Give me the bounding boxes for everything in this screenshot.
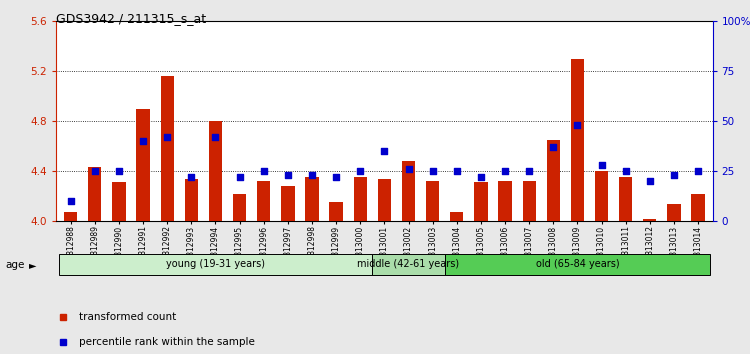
Point (64, 198, 76, 204)
Point (620, 169, 632, 174)
Point (548, 144, 560, 150)
Bar (378, 179, 391, 221)
Bar (372, 254, 445, 275)
Point (282, 172, 294, 178)
Bar (88, 167, 101, 221)
Bar (353, 177, 367, 221)
Point (306, 172, 318, 178)
Bar (184, 179, 198, 221)
Point (572, 122, 584, 128)
Bar (281, 186, 295, 221)
Bar (257, 181, 271, 221)
Bar (547, 140, 560, 221)
Text: transformed count: transformed count (80, 312, 176, 322)
Text: ►: ► (28, 260, 36, 270)
Point (451, 169, 463, 174)
Point (354, 169, 366, 174)
Point (475, 175, 487, 180)
Bar (160, 76, 174, 221)
Bar (445, 254, 710, 275)
Point (596, 162, 608, 168)
Point (330, 175, 342, 180)
Bar (209, 121, 222, 221)
Text: young (19-31 years): young (19-31 years) (166, 259, 265, 269)
Bar (136, 109, 150, 221)
Bar (571, 59, 584, 221)
Bar (402, 161, 416, 221)
Point (668, 172, 680, 178)
Bar (112, 183, 125, 221)
Point (427, 169, 439, 174)
Text: old (65-84 years): old (65-84 years) (536, 259, 620, 269)
Point (185, 175, 197, 180)
Text: middle (42-61 years): middle (42-61 years) (358, 259, 460, 269)
Bar (668, 204, 680, 221)
Point (137, 138, 149, 144)
Point (499, 169, 511, 174)
Point (113, 169, 125, 174)
Point (258, 169, 270, 174)
Bar (58, 254, 372, 275)
Bar (450, 212, 464, 221)
Bar (329, 202, 343, 221)
Point (692, 169, 704, 174)
Bar (523, 181, 536, 221)
Bar (426, 181, 439, 221)
Bar (692, 194, 705, 221)
Point (88, 169, 101, 174)
Point (644, 178, 656, 184)
Bar (474, 183, 488, 221)
Bar (644, 219, 656, 221)
Text: percentile rank within the sample: percentile rank within the sample (80, 337, 255, 347)
Point (378, 148, 390, 154)
Bar (619, 177, 632, 221)
Point (233, 175, 245, 180)
Bar (64, 212, 77, 221)
Text: age: age (5, 260, 25, 270)
Point (209, 135, 221, 140)
Point (161, 135, 173, 140)
Text: GDS3942 / 211315_s_at: GDS3942 / 211315_s_at (56, 12, 206, 25)
Bar (595, 171, 608, 221)
Point (524, 169, 536, 174)
Bar (233, 194, 246, 221)
Bar (305, 177, 319, 221)
Point (403, 166, 415, 172)
Bar (498, 181, 512, 221)
